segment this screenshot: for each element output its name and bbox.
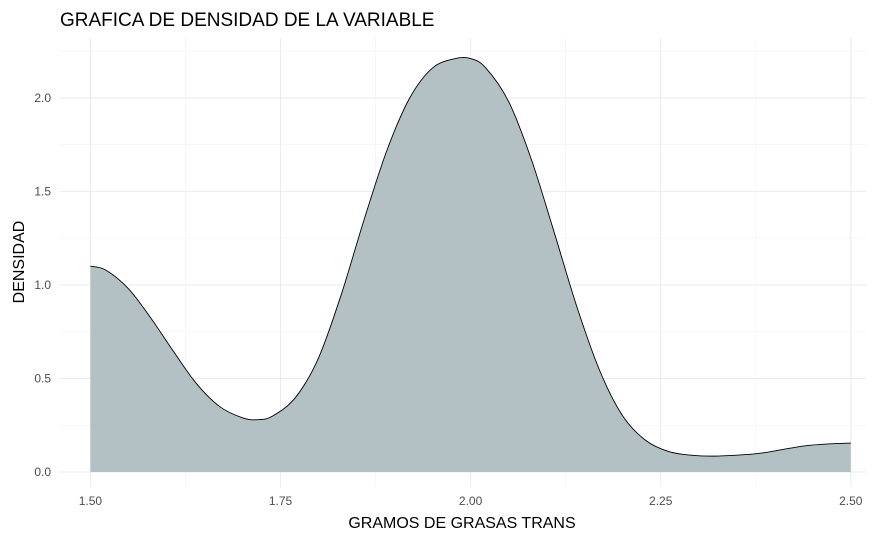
x-tick-label: 1.50 (79, 494, 103, 508)
y-tick-label: 2.0 (34, 91, 51, 105)
x-tick-label: 2.00 (459, 494, 483, 508)
y-tick-label: 1.5 (34, 184, 51, 198)
density-area (90, 56, 851, 473)
chart-title: GRAFICA DE DENSIDAD DE LA VARIABLE (60, 10, 434, 31)
y-tick-label: 0.0 (34, 465, 51, 479)
y-tick-label: 1.0 (34, 278, 51, 292)
x-tick-label: 1.75 (269, 494, 293, 508)
x-axis-label: GRAMOS DE GRASAS TRANS (348, 515, 575, 532)
y-tick-label: 0.5 (34, 371, 51, 385)
density-line (90, 56, 851, 457)
y-axis-label: DENSIDAD (11, 221, 28, 304)
x-tick-label: 2.25 (649, 494, 673, 508)
x-tick-label: 2.50 (839, 494, 863, 508)
tick-labels: 1.50 1.75 2.00 2.25 2.50 0.0 0.5 1.0 1.5 2.0 (34, 91, 862, 508)
density-fill (90, 57, 851, 473)
